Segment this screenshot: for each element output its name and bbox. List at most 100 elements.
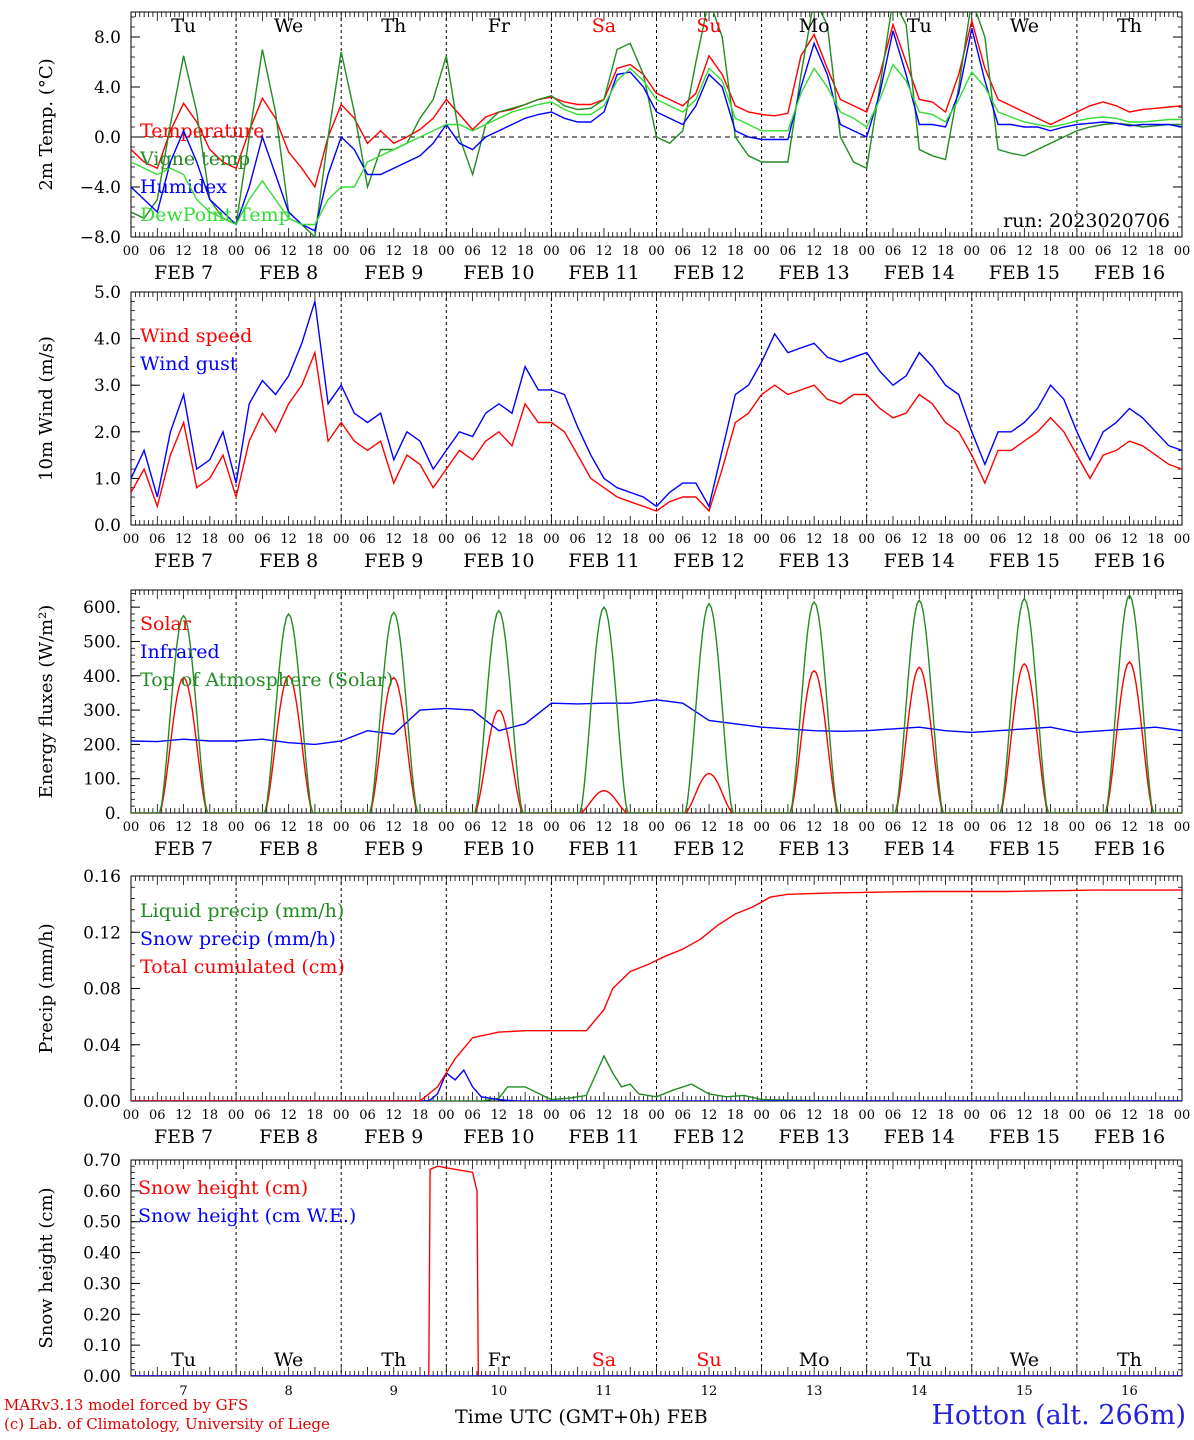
hour-tick-label: 06 (780, 820, 797, 835)
day-label: FEB 9 (364, 262, 423, 284)
weekday-label: Fr (488, 15, 511, 37)
series-line-1 (131, 1165, 1182, 1376)
weekday-label: Sa (592, 1349, 616, 1371)
day-label: FEB 8 (259, 550, 318, 572)
day-label: FEB 13 (779, 838, 850, 860)
hour-tick-label: 06 (885, 244, 902, 259)
series-line-2 (131, 699, 1182, 746)
weekday-label: Th (381, 1349, 406, 1371)
hour-tick-label: 18 (517, 532, 534, 547)
lab-credit: (c) Lab. of Climatology, University of L… (4, 1415, 330, 1433)
y-axis-label: Energy fluxes (W/m²) (36, 605, 57, 799)
hour-tick-label: 12 (806, 1108, 823, 1123)
weekday-label: We (274, 1349, 303, 1371)
hour-tick-label: 06 (254, 244, 271, 259)
hour-tick-label: 18 (1147, 820, 1164, 835)
legend-entry: Total cumulated (cm) (140, 956, 345, 978)
day-label: FEB 12 (673, 838, 744, 860)
hour-tick-label: 12 (491, 532, 508, 547)
hour-tick-label: 18 (1042, 532, 1059, 547)
hour-tick-label: 06 (885, 532, 902, 547)
panel-2: 0.0 1.0 2.0 3.0 4.0 5.0 10m Wind (m/s) Wind spe… (36, 283, 1190, 572)
y-tick-label: −4.0 (80, 178, 121, 198)
hour-tick-label: 18 (1042, 820, 1059, 835)
weekday-label: Su (696, 15, 721, 37)
y-tick-label: 0.60 (83, 1182, 121, 1202)
y-axis-label: Snow height (cm) (36, 1187, 57, 1348)
hour-tick-label: 00 (1174, 1108, 1191, 1123)
series-line-3 (131, 889, 1182, 1101)
hour-tick-label: 06 (990, 1108, 1007, 1123)
hour-tick-label: 00 (753, 820, 770, 835)
hour-tick-label: 18 (832, 244, 849, 259)
hour-tick-label: 12 (596, 532, 613, 547)
hour-tick-label: 18 (832, 532, 849, 547)
hour-tick-label: 12 (280, 532, 297, 547)
hour-tick-label: 00 (228, 532, 245, 547)
hour-tick-label: 06 (149, 532, 166, 547)
hour-tick-label: 06 (254, 1108, 271, 1123)
hour-tick-label: 18 (832, 820, 849, 835)
hour-tick-label: 12 (175, 820, 192, 835)
series-line-1 (131, 18, 1182, 189)
series-line-1 (131, 660, 1182, 813)
day-number-label: 15 (1016, 1384, 1033, 1399)
series-line-3 (131, 28, 1182, 232)
hour-tick-label: 18 (202, 820, 219, 835)
weekday-label: We (274, 15, 303, 37)
hour-tick-label: 18 (1147, 1108, 1164, 1123)
series-line-1 (131, 349, 1182, 513)
hour-tick-label: 12 (280, 820, 297, 835)
hour-tick-label: 18 (1147, 532, 1164, 547)
time-axis-label: Time UTC (GMT+0h) (455, 1406, 661, 1428)
panel-4: 0.00 0.04 0.08 0.12 0.16 Precip (mm/h) Liquid … (36, 867, 1190, 1148)
hour-tick-label: 12 (175, 532, 192, 547)
hour-tick-label: 18 (727, 532, 744, 547)
hour-tick-label: 18 (622, 1108, 639, 1123)
weekday-label: Su (696, 1349, 721, 1371)
day-number-label: 7 (179, 1384, 187, 1399)
hour-tick-label: 06 (1095, 820, 1112, 835)
hour-tick-label: 06 (569, 532, 586, 547)
hour-tick-label: 12 (1121, 244, 1138, 259)
weekday-label: Th (1117, 1349, 1142, 1371)
day-number-label: 8 (285, 1384, 293, 1399)
hour-tick-label: 00 (228, 244, 245, 259)
hour-tick-label: 00 (333, 532, 350, 547)
y-tick-label: 8.0 (94, 28, 121, 48)
y-tick-label: 300. (83, 701, 121, 721)
hour-tick-label: 06 (464, 532, 481, 547)
hour-tick-label: 06 (569, 820, 586, 835)
hour-tick-label: 18 (412, 532, 429, 547)
day-label: FEB 14 (884, 550, 955, 572)
weekday-label: Fr (488, 1349, 511, 1371)
hour-tick-label: 00 (333, 1108, 350, 1123)
y-tick-label: 0.16 (83, 867, 121, 887)
day-label: FEB 14 (884, 838, 955, 860)
hour-tick-label: 06 (254, 820, 271, 835)
legend-entry: Snow height (cm W.E.) (138, 1205, 356, 1227)
hour-tick-label: 06 (885, 820, 902, 835)
panel-3: 0. 100. 200. 300. 400. 500. 600. Energy fluxes … (36, 589, 1190, 860)
hour-tick-label: 18 (202, 532, 219, 547)
hour-tick-label: 06 (464, 1108, 481, 1123)
day-label: FEB 12 (673, 1126, 744, 1148)
hour-tick-label: 00 (753, 532, 770, 547)
day-label: FEB 13 (779, 550, 850, 572)
hour-tick-label: 12 (175, 1108, 192, 1123)
hour-tick-label: 06 (1095, 244, 1112, 259)
y-tick-label: 0.30 (83, 1274, 121, 1294)
hour-tick-label: 12 (596, 820, 613, 835)
hour-tick-label: 18 (727, 244, 744, 259)
hour-tick-label: 06 (990, 532, 1007, 547)
hour-tick-label: 12 (911, 1108, 928, 1123)
hour-tick-label: 12 (911, 820, 928, 835)
hour-tick-label: 06 (990, 820, 1007, 835)
hour-tick-label: 00 (1069, 1108, 1086, 1123)
hour-tick-label: 06 (780, 1108, 797, 1123)
hour-tick-label: 18 (517, 820, 534, 835)
day-label: FEB 7 (154, 1126, 213, 1148)
hour-tick-label: 12 (280, 1108, 297, 1123)
day-label: FEB 13 (779, 262, 850, 284)
hour-tick-label: 00 (1174, 532, 1191, 547)
